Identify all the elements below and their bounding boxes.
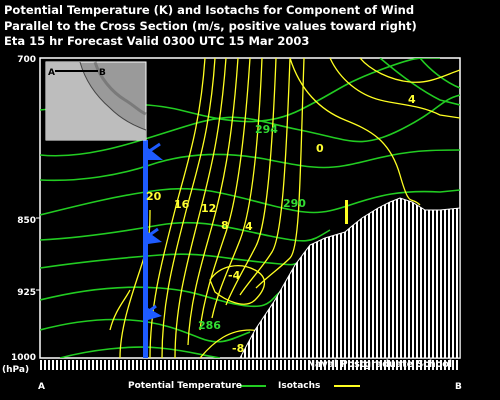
x-label-a: A — [38, 382, 45, 392]
legend-isotach-label: Isotachs — [278, 381, 321, 391]
theta-label: 286 — [198, 319, 221, 332]
isotach-label: 12 — [201, 202, 216, 215]
x-axis: A B — [38, 360, 462, 392]
terrain — [239, 197, 460, 358]
isotach-label: -8 — [232, 342, 244, 355]
inset-map: A B — [45, 61, 147, 141]
theta-contours — [40, 58, 460, 358]
legend-theta-label: Potential Temperature — [128, 381, 243, 391]
theta-label: 290 — [283, 197, 306, 210]
y-tick-label: 925 — [17, 288, 36, 298]
isotach-label: 4 — [408, 93, 416, 106]
title-line-1: Potential Temperature (K) and Isotachs f… — [4, 3, 415, 17]
y-tick-label: 1000 — [11, 353, 36, 363]
y-axis: 700 850 925 1000 (hPa) — [2, 55, 40, 375]
y-tick-label: 850 — [17, 216, 36, 226]
inset-label-b: B — [99, 68, 106, 78]
chart-title: Potential Temperature (K) and Isotachs f… — [4, 3, 417, 50]
surface-marker — [345, 200, 348, 224]
isotach-label: 20 — [146, 190, 162, 203]
isotach-label: -4 — [228, 269, 241, 282]
wind-barbs — [143, 140, 163, 358]
credit-text: Naval Postgraduate School — [307, 359, 452, 370]
isotach-label: 16 — [174, 198, 190, 211]
y-tick-label: 700 — [17, 55, 36, 65]
isotach-label: 8 — [221, 219, 229, 232]
title-line-3: Eta 15 hr Forecast Valid 0300 UTC 15 Mar… — [4, 34, 310, 48]
title-line-2: Parallel to the Cross Section (m/s, posi… — [4, 18, 417, 33]
x-label-b: B — [455, 382, 462, 392]
isotach-label: 0 — [316, 142, 324, 155]
theta-label: 294 — [255, 123, 278, 136]
isotach-label: 4 — [245, 220, 253, 233]
contour-labels: 294 290 286 4 0 20 16 12 8 4 -4 -8 — [146, 93, 416, 355]
isotach-contours — [109, 58, 460, 358]
y-axis-unit: (hPa) — [2, 365, 29, 375]
inset-label-a: A — [48, 68, 55, 78]
